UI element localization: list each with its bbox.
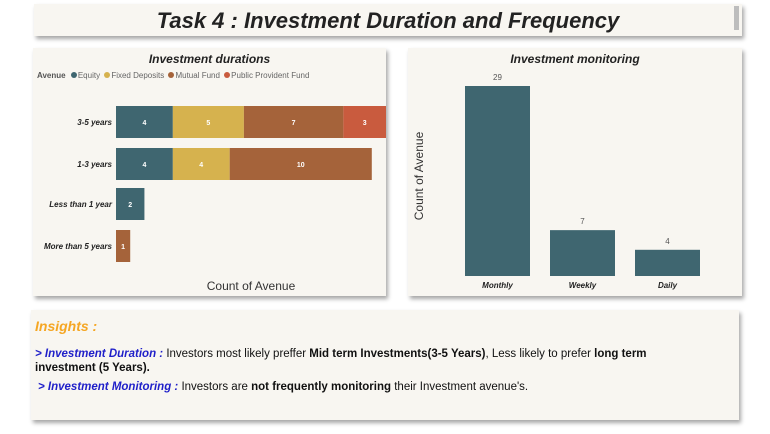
title-banner: Task 4 : Investment Duration and Frequen… — [34, 4, 742, 36]
investment-monitoring-panel: Investment monitoring 29 Monthly 7 Weekly 4 D… — [408, 48, 742, 296]
legend-swatch — [168, 72, 175, 78]
durations-bar-chart: 3-5 years 4 5 7 3 1-3 years 4 4 10 Less than 1 ye… — [44, 106, 386, 293]
bar-monthly — [465, 86, 530, 276]
insights-panel: Insights : > Investment Duration : Inves… — [31, 310, 739, 420]
durations-chart-title: Investment durations — [148, 52, 271, 66]
monitoring-chart-title: Investment monitoring — [510, 52, 640, 66]
data-label: 7 — [580, 217, 585, 226]
durations-legend: Avenue Equity Fixed Deposits Mutual Fund… — [37, 71, 311, 80]
data-label: 5 — [206, 120, 210, 127]
y-tick-label-3-5-years: 3-5 years — [77, 118, 112, 127]
y-tick-label-more-than-5-years: More than 5 years — [44, 242, 113, 251]
legend-label: Public Provident Fund — [231, 71, 310, 80]
legend-label: Equity — [77, 71, 101, 80]
insight-monitoring-key: > Investment Monitoring : — [38, 381, 179, 393]
legend-title: Avenue — [37, 71, 66, 80]
bar-3-5-years-fixed-deposits — [172, 106, 244, 138]
data-label: 10 — [297, 162, 305, 169]
data-label: 4 — [142, 120, 146, 127]
data-label: 29 — [493, 73, 502, 82]
legend-label: Mutual Fund — [175, 71, 220, 80]
x-tick-label-monthly: Monthly — [482, 281, 513, 290]
x-tick-label-daily: Daily — [658, 281, 678, 290]
insight-text: Investors are — [178, 381, 252, 393]
x-tick-label-weekly: Weekly — [569, 281, 597, 290]
data-label: 4 — [199, 162, 203, 169]
insight-monitoring: > Investment Monitoring : Investors are … — [38, 380, 528, 394]
investment-durations-panel: Investment durations Avenue Equity Fixed… — [33, 48, 386, 296]
insight-text: Investors most likely preffer — [163, 348, 310, 360]
bar-1-3-years-equity — [116, 148, 173, 180]
bar-more-than-5-years-mutual-fund — [116, 230, 131, 262]
bar-3-5-years-equity — [116, 106, 173, 138]
insight-highlight: not frequently monitoring — [251, 381, 392, 393]
y-axis-title: Count of Avenue — [412, 131, 426, 220]
data-label: 3 — [363, 120, 367, 127]
insight-text: , Less likely to prefer — [485, 348, 595, 360]
insight-highlight: investment (5 Years). — [35, 362, 150, 374]
insight-highlight: long term — [594, 348, 647, 360]
bar-less-than-1-year-equity — [116, 188, 145, 220]
x-axis-title: Count of Avenue — [207, 279, 296, 293]
legend-swatch — [224, 72, 231, 78]
data-label: 7 — [292, 120, 296, 127]
insight-duration: > Investment Duration : Investors most l… — [35, 347, 735, 375]
insights-heading: Insights : — [35, 318, 98, 334]
bar-3-5-years-mutual-fund — [243, 106, 344, 138]
insight-text: their Investment avenue's. — [391, 381, 529, 393]
data-label: 4 — [665, 237, 670, 246]
bar-daily — [635, 249, 700, 276]
insight-highlight: Mid term Investments(3-5 Years) — [309, 348, 486, 360]
scrollbar-thumb[interactable] — [734, 6, 739, 30]
data-label: 1 — [121, 244, 125, 251]
legend-swatch — [70, 72, 77, 78]
legend-label: Fixed Deposits — [111, 71, 165, 80]
bar-weekly — [550, 230, 615, 276]
monitoring-bar-chart: 29 Monthly 7 Weekly 4 Daily Count of Avenue — [412, 73, 700, 290]
legend-item-equity[interactable]: Equity — [70, 71, 101, 80]
y-tick-label-less-than-1-year: Less than 1 year — [49, 200, 113, 209]
data-label: 4 — [142, 162, 146, 169]
legend-item-fixed-deposits[interactable]: Fixed Deposits — [104, 71, 164, 80]
legend-swatch — [104, 72, 111, 78]
legend-item-ppf[interactable]: Public Provident Fund — [224, 71, 309, 80]
legend-item-mutual-fund[interactable]: Mutual Fund — [168, 71, 220, 80]
data-label: 2 — [128, 202, 132, 209]
bar-1-3-years-mutual-fund — [229, 148, 372, 180]
bar-1-3-years-fixed-deposits — [172, 148, 230, 180]
bar-3-5-years-public-provident-fund — [343, 106, 386, 138]
y-tick-label-1-3-years: 1-3 years — [77, 160, 112, 169]
insight-duration-key: > Investment Duration : — [35, 348, 164, 360]
page-title: Task 4 : Investment Duration and Frequen… — [156, 8, 620, 33]
